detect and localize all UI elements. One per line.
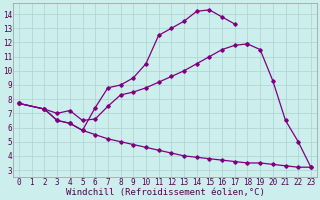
X-axis label: Windchill (Refroidissement éolien,°C): Windchill (Refroidissement éolien,°C)	[66, 188, 264, 197]
